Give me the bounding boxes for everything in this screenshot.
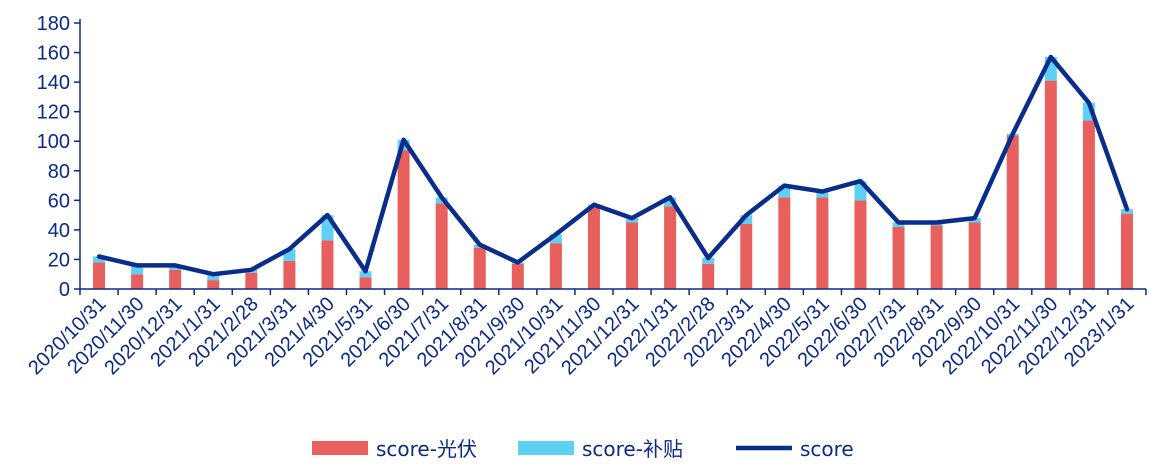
bar-pv — [664, 206, 677, 289]
bar-pv — [740, 223, 753, 289]
legend-label-pv: score-光伏 — [376, 437, 477, 461]
legend-swatch-pv — [312, 441, 368, 455]
bar-subsidy — [816, 191, 829, 198]
bar-pv — [816, 197, 829, 289]
bar-pv — [626, 222, 639, 289]
bar-subsidy — [664, 197, 677, 207]
bar-pv — [359, 277, 372, 289]
line-series-score — [96, 54, 1130, 277]
y-tick-label: 100 — [37, 131, 70, 153]
bar-pv — [930, 225, 943, 289]
bar-subsidy — [93, 256, 106, 263]
bar-pv — [854, 200, 867, 289]
bar-subsidy — [702, 257, 715, 264]
bar-subsidy — [359, 271, 372, 278]
bar-pv — [473, 247, 486, 289]
y-tick-label: 160 — [37, 43, 70, 65]
bar-subsidy — [131, 265, 144, 275]
bar-pv — [435, 203, 448, 289]
y-tick-label: 40 — [48, 220, 70, 242]
bar-pv — [778, 197, 791, 289]
bar-subsidy — [169, 266, 182, 270]
bar-pv — [169, 269, 182, 289]
x-axis: 2020/10/312020/11/302020/12/312021/1/312… — [24, 288, 1147, 379]
y-tick-label: 120 — [37, 102, 70, 124]
bar-pv — [397, 150, 410, 289]
y-tick-label: 20 — [48, 249, 70, 271]
bar-pv — [245, 272, 258, 289]
bar-subsidy — [283, 249, 296, 261]
bar-pv — [892, 226, 905, 289]
bar-pv — [283, 260, 296, 289]
bar-pv — [968, 222, 981, 289]
bar-subsidy — [549, 234, 562, 244]
bar-pv — [207, 280, 220, 289]
bar-pv — [1044, 80, 1057, 289]
bar-pv — [587, 207, 600, 289]
score-line — [96, 54, 1130, 277]
y-axis: 0 20 40 60 80 100 120 140 160 180 — [37, 13, 81, 301]
legend: score-光伏 score-补贴 score — [312, 437, 854, 461]
bar-pv — [321, 240, 334, 289]
y-tick-label: 60 — [48, 190, 70, 212]
bar-pv — [1006, 135, 1019, 289]
bar-pv — [549, 243, 562, 289]
bar-pv — [511, 263, 524, 289]
legend-label-score: score — [800, 437, 854, 461]
bars-series-pv — [93, 80, 1133, 290]
y-tick-label: 80 — [48, 161, 70, 183]
bar-pv — [1082, 120, 1095, 290]
bar-pv — [93, 262, 106, 289]
bar-subsidy — [207, 274, 220, 281]
bar-pv — [1120, 213, 1133, 289]
bar-subsidy — [778, 185, 791, 198]
y-tick-label: 180 — [37, 13, 70, 35]
y-tick-label: 140 — [37, 72, 70, 94]
bar-subsidy — [740, 215, 753, 224]
bar-pv — [131, 274, 144, 289]
legend-label-subsidy: score-补贴 — [582, 437, 683, 461]
y-tick-label: 0 — [59, 279, 70, 301]
legend-swatch-subsidy — [518, 441, 574, 455]
bar-pv — [702, 263, 715, 289]
